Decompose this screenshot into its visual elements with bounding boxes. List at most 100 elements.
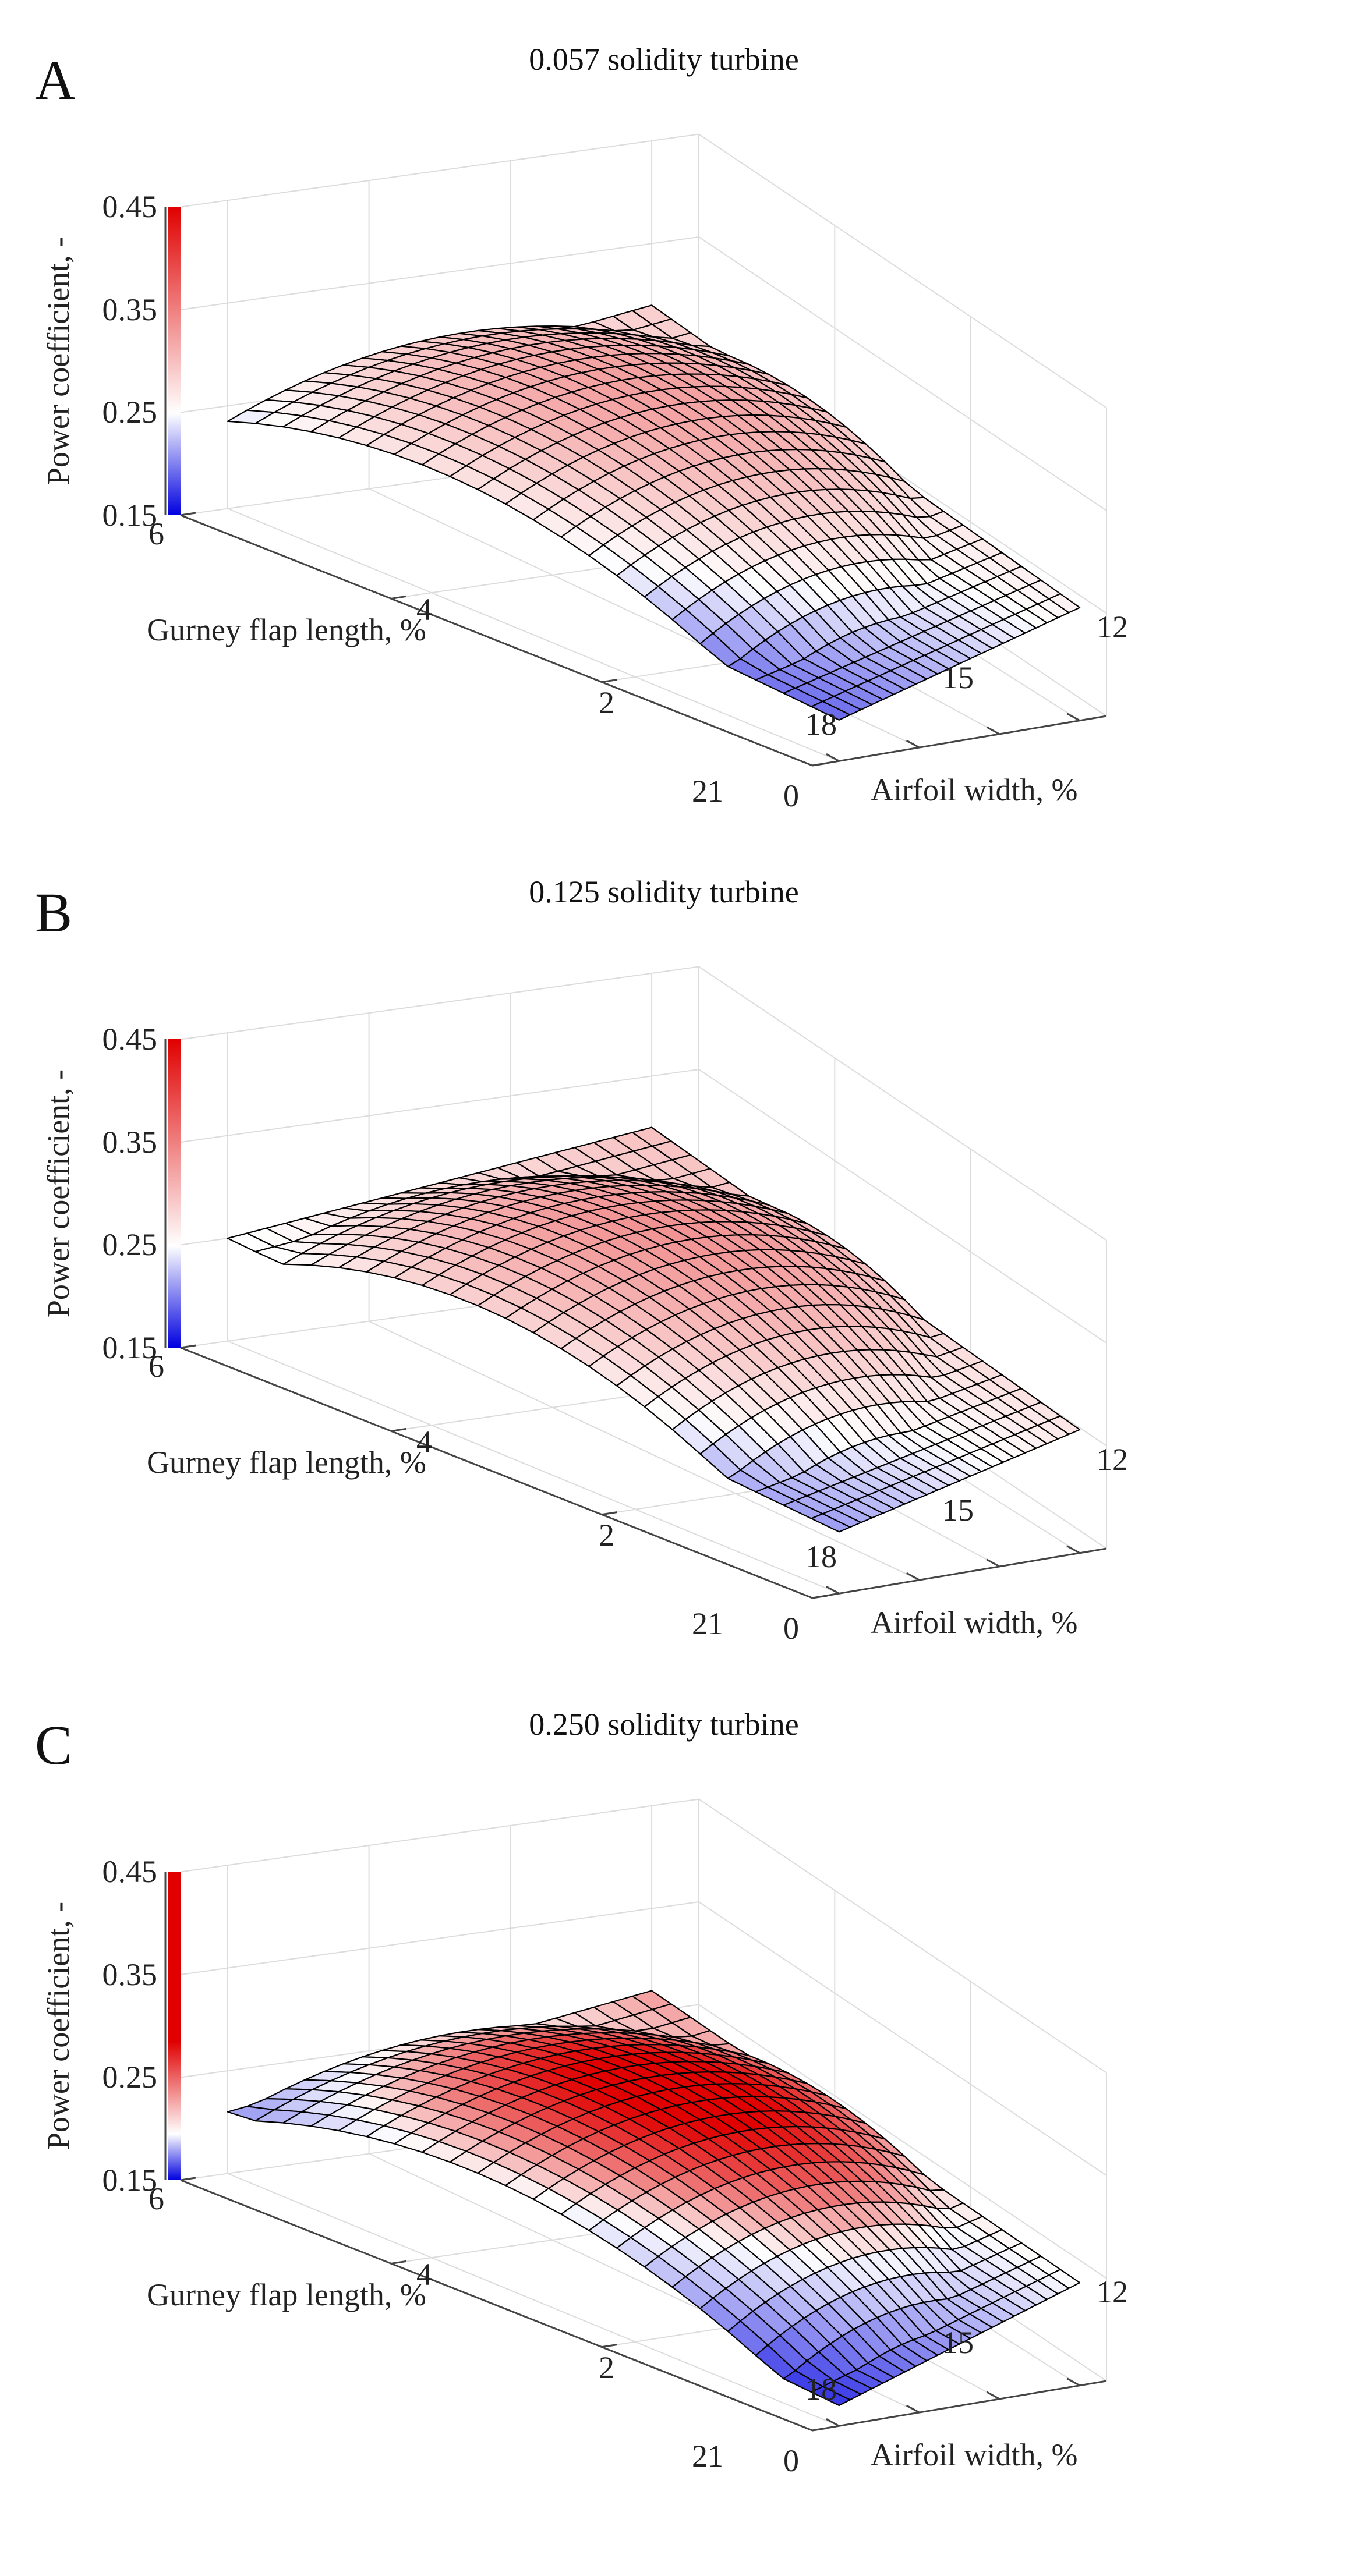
x-tick-mark <box>906 739 920 749</box>
y-tick-label: 4 <box>416 2257 432 2292</box>
x-tick-mark <box>906 2404 920 2414</box>
y-tick-label: 0 <box>783 2443 799 2478</box>
x-tick-mark <box>826 2418 840 2427</box>
x-tick-label: 12 <box>1097 1442 1128 1477</box>
axes-lines <box>164 1039 1107 1599</box>
z-tick-label: 0.25 <box>102 2060 158 2095</box>
x-axis-label: Airfoil width, % <box>871 2437 1077 2472</box>
y-tick-mark <box>812 1595 828 1599</box>
grid-line <box>180 133 699 208</box>
surface-cell <box>811 2386 851 2407</box>
z-tick-label: 0.45 <box>102 189 158 224</box>
x-tick-label: 15 <box>942 1493 974 1528</box>
panel-a: A 0.057 solidity turbine 0.15 0.25 0.35 … <box>35 42 1128 813</box>
x-tick-mark <box>906 1572 920 1581</box>
grid-line <box>227 2173 840 2427</box>
chart-title: 0.125 solidity turbine <box>529 874 798 909</box>
z-tick-label: 0.45 <box>102 1854 158 1889</box>
panel-b: B 0.125 solidity turbine 0.15 0.25 0.35 … <box>35 874 1128 1646</box>
y-tick-mark <box>812 762 828 767</box>
y-tick-mark <box>391 2260 406 2265</box>
y-tick-mark <box>602 1511 617 1516</box>
x-tick-label: 18 <box>805 2372 837 2407</box>
colorbar <box>168 207 181 515</box>
grid-line <box>698 1069 1107 1344</box>
y-tick-label: 4 <box>416 1425 432 1459</box>
surface-plot <box>227 1126 1081 1533</box>
x-tick-label: 21 <box>692 774 723 809</box>
y-axis-line <box>180 2179 813 2432</box>
x-axis-label: Airfoil width, % <box>871 773 1077 807</box>
colorbar <box>168 1039 181 1348</box>
axes-lines <box>164 1872 1107 2432</box>
z-tick-label: 0.15 <box>102 498 158 533</box>
grid-line <box>180 1901 699 1975</box>
grid-line <box>698 133 1107 409</box>
x-tick-mark <box>986 1558 1000 1568</box>
y-tick-mark <box>180 2177 196 2181</box>
x-tick-mark <box>1066 2377 1080 2387</box>
grid-line <box>698 236 1107 511</box>
x-tick-mark <box>826 753 840 762</box>
chart-title: 0.057 solidity turbine <box>529 42 798 77</box>
x-axis-label: Airfoil width, % <box>871 1605 1077 1640</box>
z-tick-label: 0.25 <box>102 1227 158 1262</box>
y-tick-label: 2 <box>599 1518 614 1553</box>
axes-lines <box>164 207 1107 767</box>
z-axis-label: Power coefficient, - <box>41 1902 76 2150</box>
y-tick-label: 6 <box>149 1349 164 1384</box>
panel-letter: B <box>35 881 72 944</box>
x-tick-mark <box>986 726 1000 735</box>
y-axis-label: Gurney flap length, % <box>147 2277 426 2312</box>
z-axis-label: Power coefficient, - <box>41 237 76 485</box>
x-tick-mark <box>986 2391 1000 2400</box>
panel-letter: C <box>35 1714 72 1776</box>
grid-line <box>227 508 840 762</box>
y-tick-mark <box>391 595 406 600</box>
y-tick-mark <box>602 679 617 683</box>
y-tick-label: 6 <box>149 2181 164 2216</box>
z-tick-label: 0.35 <box>102 1125 158 1160</box>
surface-cell <box>811 700 851 721</box>
x-axis-line <box>812 2380 1107 2432</box>
y-tick-label: 0 <box>783 778 799 813</box>
grid-line <box>180 1069 699 1143</box>
grid-line <box>227 1340 840 1595</box>
x-tick-label: 18 <box>805 707 837 742</box>
panel-c: C 0.250 solidity turbine 0.15 0.25 0.35 … <box>35 1707 1128 2478</box>
z-tick-label: 0.15 <box>102 2163 158 2198</box>
grid-line <box>698 1901 1107 2176</box>
grid-line <box>180 1798 699 1873</box>
x-tick-label: 15 <box>942 2325 974 2360</box>
x-axis-line <box>812 715 1107 767</box>
grid-line <box>698 1798 1107 2074</box>
colorbar <box>168 1872 181 2180</box>
z-tick-label: 0.35 <box>102 292 158 327</box>
y-tick-mark <box>180 1344 196 1349</box>
y-axis-label: Gurney flap length, % <box>147 612 426 647</box>
surface-plot <box>227 1990 1081 2407</box>
z-tick-label: 0.15 <box>102 1330 158 1365</box>
grid-line <box>180 236 699 310</box>
grid-line <box>698 2004 1107 2279</box>
surface-cell <box>811 1513 851 1533</box>
z-tick-label: 0.25 <box>102 395 158 430</box>
x-tick-mark <box>1066 1545 1080 1554</box>
y-tick-label: 2 <box>599 2350 614 2385</box>
y-tick-mark <box>602 2344 617 2348</box>
grid-line <box>698 966 1107 1241</box>
y-tick-label: 0 <box>783 1611 799 1646</box>
x-tick-label: 18 <box>805 1539 837 1574</box>
x-tick-label: 15 <box>942 660 974 695</box>
surface-plot <box>227 304 1081 721</box>
z-axis-label: Power coefficient, - <box>41 1069 76 1317</box>
y-tick-mark <box>180 512 196 516</box>
y-axis-line <box>180 514 813 767</box>
x-tick-label: 12 <box>1097 610 1128 644</box>
grid-line <box>180 966 699 1040</box>
chart-title: 0.250 solidity turbine <box>529 1707 798 1742</box>
panel-letter: A <box>35 49 75 111</box>
x-tick-label: 21 <box>692 1606 723 1641</box>
grid-line <box>369 1320 920 1581</box>
